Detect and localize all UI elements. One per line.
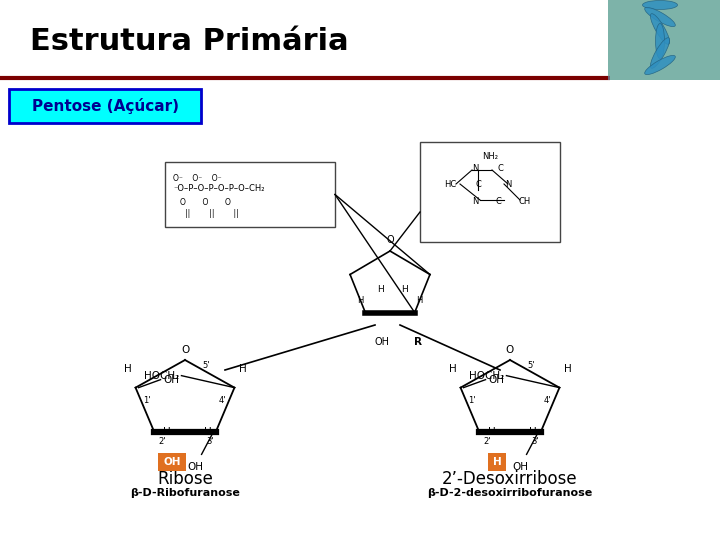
Text: H: H [416, 295, 423, 305]
Text: ⁻O–P–O–P–O–P–O–CH₂: ⁻O–P–O–P–O–P–O–CH₂ [173, 184, 264, 193]
Bar [608, 0, 720, 80]
Text: β-D-2-desoxirribofuranose: β-D-2-desoxirribofuranose [428, 488, 593, 498]
Text: O: O [386, 235, 394, 245]
Text: 3': 3' [206, 437, 214, 447]
Text: O: O [181, 345, 189, 355]
Text: 2': 2' [483, 437, 491, 447]
Ellipse shape [655, 24, 665, 58]
Text: 1': 1' [143, 396, 151, 404]
Text: 1': 1' [469, 396, 476, 404]
FancyBboxPatch shape [9, 89, 201, 123]
Text: Estrutura Primária: Estrutura Primária [30, 28, 348, 57]
Ellipse shape [650, 38, 670, 69]
Text: H: H [402, 286, 408, 294]
Text: H: H [124, 363, 132, 374]
Text: R: R [414, 337, 422, 347]
Text: OH: OH [163, 375, 179, 384]
Text: H: H [493, 457, 502, 467]
Ellipse shape [642, 1, 678, 10]
Text: 4': 4' [219, 396, 227, 404]
Text: Pentose (Açúcar): Pentose (Açúcar) [32, 98, 179, 114]
Text: OH: OH [513, 462, 528, 472]
Text: OH: OH [374, 337, 390, 347]
Text: C: C [497, 164, 503, 173]
Text: O: O [506, 345, 514, 355]
Bar [608, 0, 720, 80]
Text: O       O       O: O O O [180, 198, 231, 207]
Text: 4': 4' [544, 396, 552, 404]
Text: 2': 2' [158, 437, 166, 447]
Text: 5': 5' [203, 361, 210, 370]
Text: HOCH₂: HOCH₂ [144, 370, 179, 381]
Text: H: H [449, 363, 456, 374]
Text: H: H [487, 427, 495, 437]
Text: N: N [472, 164, 478, 173]
Text: 2’-Desoxirribose: 2’-Desoxirribose [442, 470, 578, 488]
Bar [158, 454, 186, 471]
Text: H: H [238, 363, 246, 374]
Text: OH: OH [188, 462, 204, 472]
Text: HC: HC [444, 180, 456, 189]
Bar [420, 142, 560, 242]
Text: 5': 5' [528, 361, 535, 370]
Text: O⁻    O⁻    O⁻: O⁻ O⁻ O⁻ [173, 174, 222, 183]
Text: CH: CH [519, 197, 531, 206]
Ellipse shape [650, 14, 670, 44]
Bar [165, 162, 335, 227]
Text: H: H [204, 427, 212, 437]
Text: H: H [357, 295, 364, 305]
Text: OH: OH [163, 457, 181, 467]
Text: ||        ||        ||: || || || [185, 209, 239, 218]
Text: C: C [475, 180, 481, 189]
Text: N: N [505, 180, 511, 189]
Text: OH: OH [489, 375, 505, 384]
Ellipse shape [644, 56, 675, 75]
Bar [488, 454, 506, 471]
Text: HOCH₂: HOCH₂ [469, 370, 505, 381]
Text: NH₂: NH₂ [482, 152, 498, 161]
Text: H: H [564, 363, 572, 374]
Text: H: H [163, 427, 171, 437]
Text: H: H [528, 427, 536, 437]
Text: β-D-Ribofuranose: β-D-Ribofuranose [130, 488, 240, 498]
Text: H: H [377, 286, 383, 294]
Ellipse shape [644, 8, 675, 26]
Text: Ribose: Ribose [157, 470, 213, 488]
Text: 3': 3' [531, 437, 539, 447]
Text: N: N [472, 197, 478, 206]
Text: C: C [495, 197, 501, 206]
